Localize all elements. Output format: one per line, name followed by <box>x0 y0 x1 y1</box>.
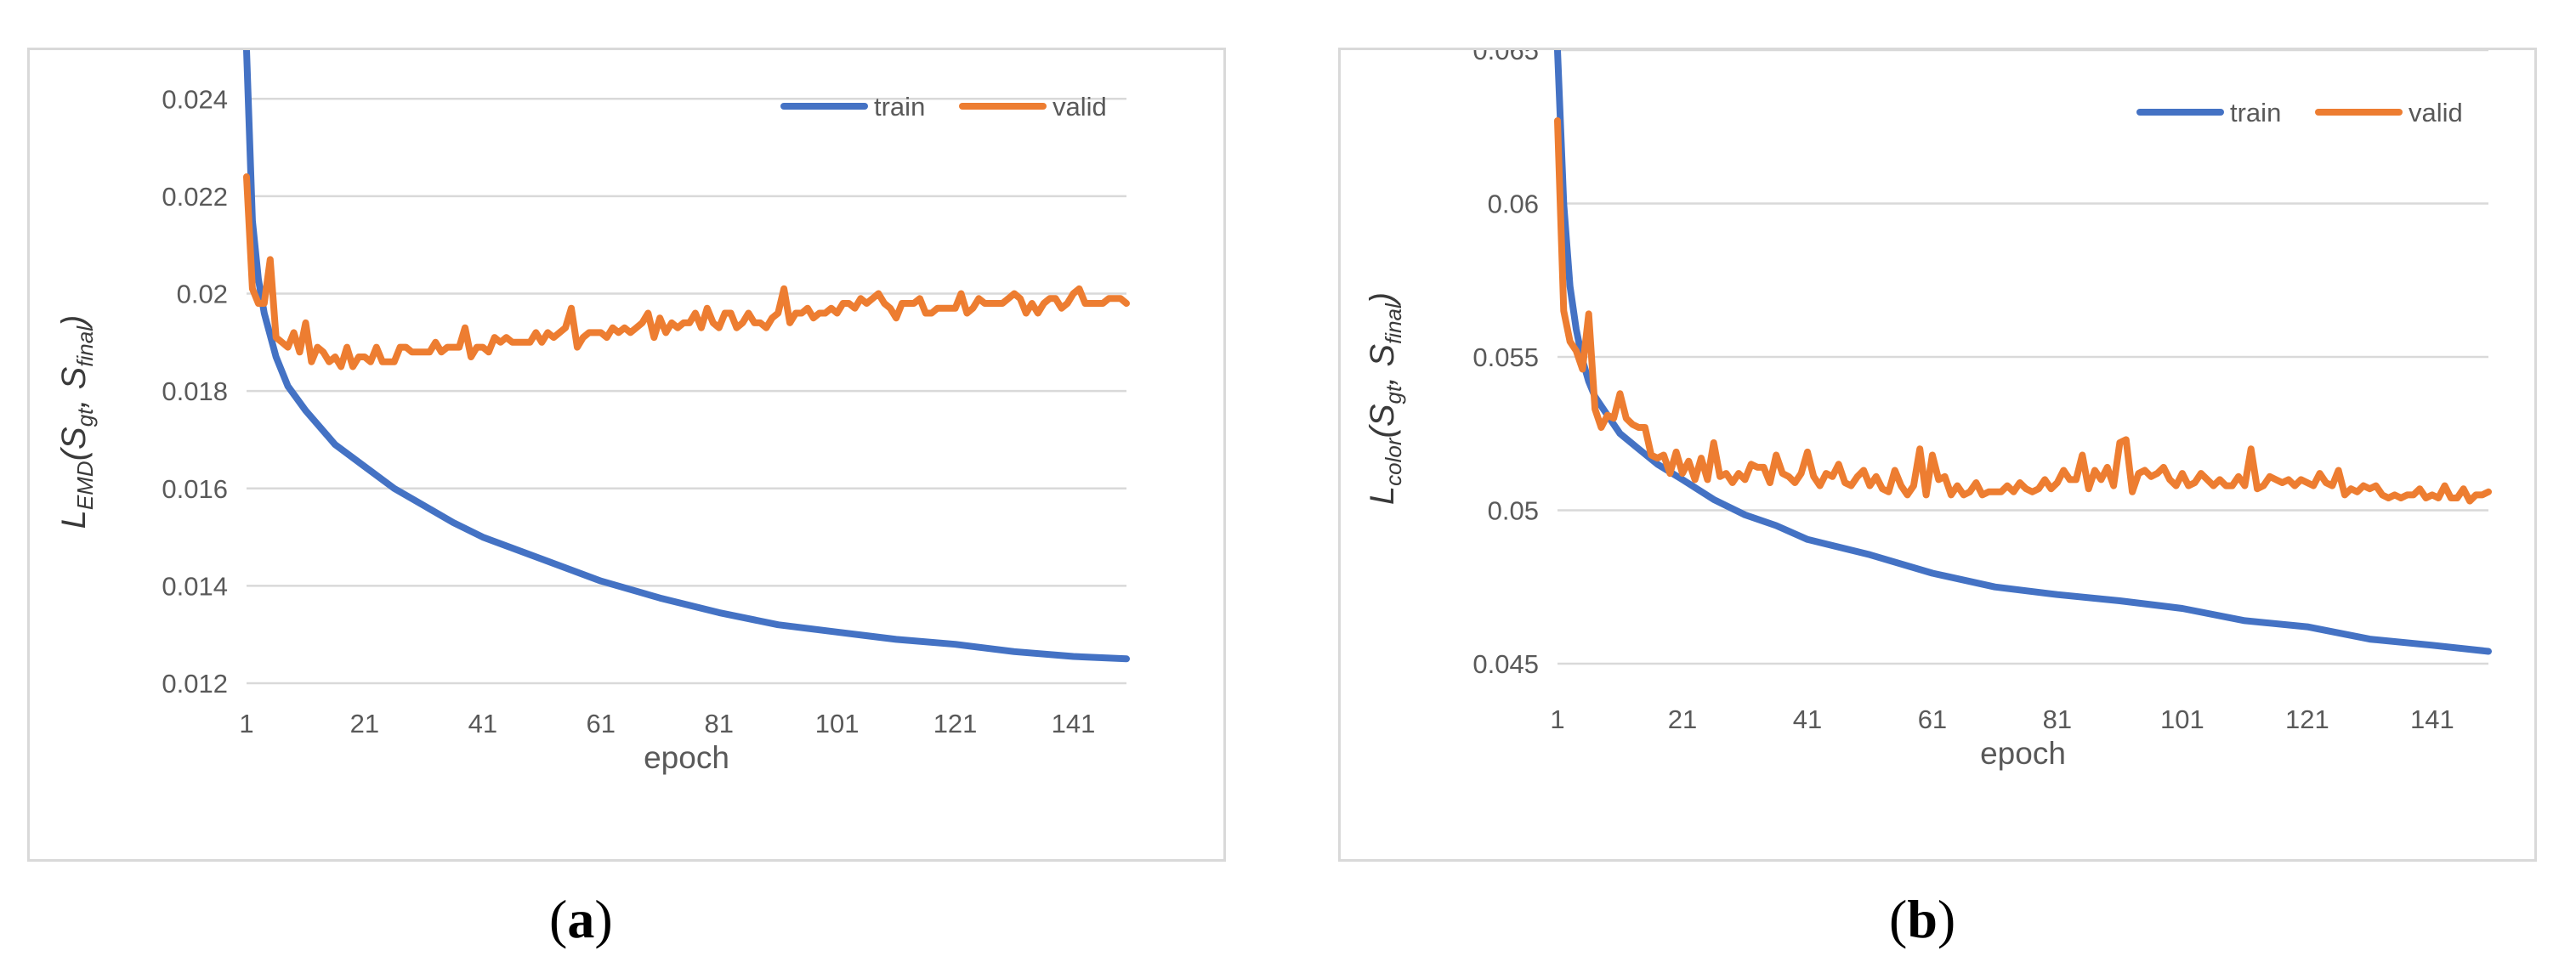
y-tick-label-a-6: 0.024 <box>162 84 228 114</box>
x-tick-label-a-1: 21 <box>350 709 379 738</box>
y-axis-title-part-a-0: L <box>55 510 93 529</box>
chart-panel-b: 0.045 0.05 0.055 0.06 0.065 1 21 41 61 81 101 121 14… <box>1338 48 2537 862</box>
series-line-a-valid <box>243 173 1130 371</box>
x-tick-label-a-4: 81 <box>704 709 733 738</box>
x-tick-label-a-7: 141 <box>1052 709 1096 738</box>
x-tick-label-b-5: 101 <box>2160 704 2204 734</box>
x-tick-label-a-2: 41 <box>468 709 497 738</box>
y-axis-title-part-b-5: final <box>1381 303 1406 344</box>
y-tick-label-a-4: 0.02 <box>177 280 228 309</box>
x-tick-label-b-6: 121 <box>2285 704 2329 734</box>
chart-panel-a: 0.012 0.014 0.016 0.018 0.02 0.022 0.024 1 21 41 6… <box>27 48 1226 862</box>
panel-caption-b-letter: b <box>1907 889 1938 949</box>
panel-caption-a-letter: a <box>567 889 595 949</box>
x-tick-label-a-3: 61 <box>587 709 616 738</box>
y-tick-label-b-1: 0.05 <box>1488 495 1539 525</box>
series-line-a-train <box>243 50 1130 663</box>
y-axis-title-part-b-6: ) <box>1364 292 1401 307</box>
y-axis-title-part-b-3: gt <box>1381 384 1406 404</box>
y-tick-label-b-4: 0.065 <box>1472 50 1539 65</box>
x-tick-label-b-7: 141 <box>2410 704 2454 734</box>
y-tick-label-b-0: 0.045 <box>1472 649 1539 679</box>
y-axis-title-part-a-2: (S <box>55 427 93 461</box>
y-axis-title-part-a-6: ) <box>55 315 93 330</box>
y-tick-label-a-2: 0.016 <box>162 474 228 504</box>
panel-caption-a: (a) <box>549 889 613 949</box>
x-axis-title-b: epoch <box>1980 736 2066 771</box>
series-line-b-train <box>1554 50 2492 655</box>
legend-label-a-valid: valid <box>1053 92 1107 122</box>
legend-label-b-valid: valid <box>2409 98 2463 127</box>
y-axis-title-part-a-3: gt <box>72 407 98 427</box>
legend-label-b-train: train <box>2230 98 2281 127</box>
x-tick-label-b-0: 1 <box>1550 704 1564 734</box>
y-tick-label-b-3: 0.06 <box>1488 189 1539 218</box>
x-tick-label-a-0: 1 <box>239 709 253 738</box>
y-tick-label-a-1: 0.014 <box>162 571 228 601</box>
x-axis-title-a: epoch <box>644 740 729 775</box>
y-axis-title-part-a-5: final <box>72 325 98 367</box>
y-axis-title-a: LEMD(Sgt, Sfinal) <box>55 315 98 529</box>
legend-label-a-train: train <box>874 92 925 122</box>
x-tick-label-b-4: 81 <box>2043 704 2072 734</box>
y-axis-title-part-b-1: color <box>1381 437 1406 486</box>
y-axis-title-b: Lcolor(Sgt, Sfinal) <box>1364 292 1406 505</box>
x-tick-label-b-1: 21 <box>1668 704 1697 734</box>
y-axis-title-part-a-1: EMD <box>72 461 98 510</box>
y-tick-label-a-3: 0.018 <box>162 376 228 406</box>
y-axis-title-part-b-0: L <box>1364 486 1401 505</box>
panel-caption-b: (b) <box>1889 889 1956 949</box>
y-tick-label-b-2: 0.055 <box>1472 342 1539 372</box>
x-tick-label-b-3: 61 <box>1918 704 1947 734</box>
y-axis-title-part-b-2: (S <box>1364 404 1401 438</box>
x-tick-label-a-5: 101 <box>815 709 860 738</box>
y-tick-label-a-5: 0.022 <box>162 182 228 212</box>
y-tick-label-a-0: 0.012 <box>162 669 228 699</box>
series-line-b-valid <box>1554 117 2492 505</box>
x-tick-label-b-2: 41 <box>1793 704 1822 734</box>
x-tick-label-a-6: 121 <box>933 709 978 738</box>
y-axis-title-part-a-4: , S <box>55 366 93 408</box>
y-axis-title-part-b-4: , S <box>1364 344 1401 386</box>
